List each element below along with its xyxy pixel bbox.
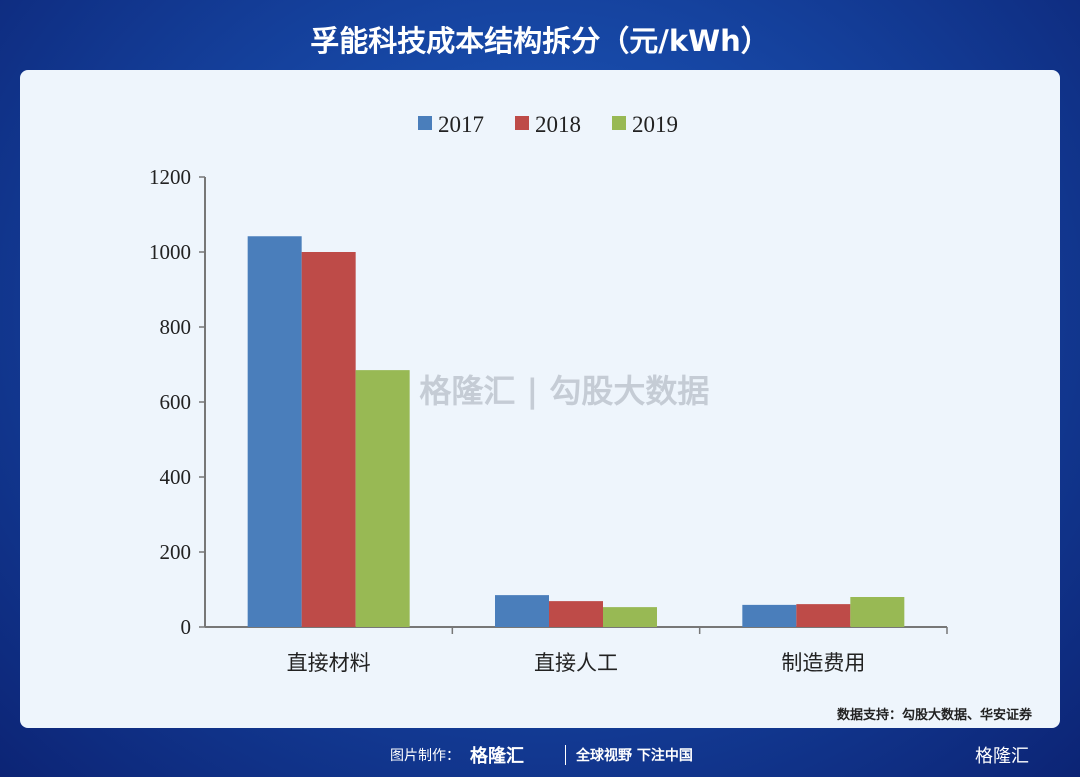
corner-logo: 格隆汇: [975, 746, 1029, 767]
x-category-label: 制造费用: [781, 651, 865, 675]
legend-swatch-2017: [418, 116, 432, 130]
bar-2017: [742, 604, 797, 627]
y-tick-label: 1200: [149, 165, 191, 189]
y-tick-label: 0: [181, 615, 192, 639]
bar-2019: [603, 607, 657, 627]
legend-swatch-2019: [612, 116, 626, 130]
bar-2017: [495, 595, 549, 627]
legend-label: 2018: [535, 112, 581, 137]
bar-2017: [247, 236, 302, 627]
footer-brand-logo: 格隆汇: [470, 746, 524, 767]
bar-2019: [850, 597, 905, 627]
footer: 图片制作： 格隆汇 全球视野 下注中国 格隆汇: [0, 740, 1080, 770]
y-tick-label: 600: [160, 390, 192, 414]
page-title: 孚能科技成本结构拆分（元/kWh）: [310, 24, 770, 58]
legend-label: 2019: [632, 112, 678, 137]
x-category-label: 直接人工: [534, 651, 618, 675]
source-note: 数据支持：勾股大数据、华安证券: [836, 708, 1032, 723]
bar-2018: [301, 252, 356, 627]
legend-swatch-2018: [515, 116, 529, 130]
bar-2018: [549, 601, 603, 627]
footer-credit: 图片制作：: [390, 748, 460, 764]
footer-slogan: 全球视野 下注中国: [565, 745, 693, 765]
bar-2019: [355, 370, 410, 627]
y-tick-label: 200: [160, 540, 192, 564]
x-category-label: 直接材料: [287, 651, 371, 675]
y-tick-label: 400: [160, 465, 192, 489]
y-tick-label: 800: [160, 315, 192, 339]
y-tick-label: 1000: [149, 240, 191, 264]
legend-label: 2017: [438, 112, 484, 137]
bar-2018: [796, 604, 851, 627]
watermark: G 格隆汇 | 勾股大数据: [382, 372, 710, 410]
